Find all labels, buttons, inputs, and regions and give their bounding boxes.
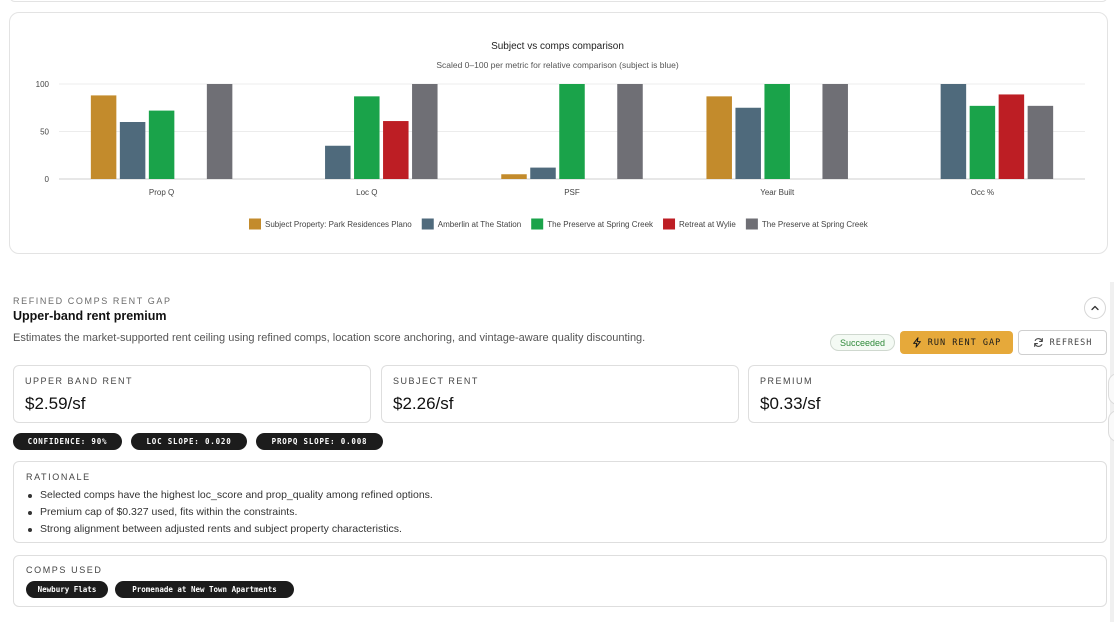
legend-swatch <box>745 218 758 230</box>
refresh-icon <box>1033 338 1043 347</box>
legend-swatch <box>421 218 434 230</box>
bar <box>1027 105 1054 179</box>
rationale-item: Strong alignment between adjusted rents … <box>27 521 433 538</box>
legend-swatch <box>663 218 676 230</box>
side-action-button[interactable] <box>1108 373 1114 405</box>
rationale-item: Premium cap of $0.327 used, fits within … <box>27 504 433 521</box>
bar <box>617 84 643 179</box>
bar <box>148 110 175 179</box>
metric-card-subject-rent: SUBJECT RENT $2.26/sf <box>381 365 739 423</box>
refresh-label: REFRESH <box>1049 337 1093 348</box>
bar <box>119 122 146 179</box>
status-badge: Succeeded <box>830 334 895 351</box>
comparison-chart: Subject vs comps comparison Scaled 0–100 … <box>36 41 1085 230</box>
x-tick-label: PSF <box>564 188 580 197</box>
bar <box>940 84 967 179</box>
bar <box>969 105 996 179</box>
metric-label: SUBJECT RENT <box>393 376 479 386</box>
rationale-item: Selected comps have the highest loc_scor… <box>27 487 433 504</box>
bar <box>998 94 1025 179</box>
y-tick-label: 100 <box>36 80 50 89</box>
legend-label: Retreat at Wylie <box>679 220 736 229</box>
bar <box>735 107 761 179</box>
metric-value: $0.33/sf <box>760 394 821 413</box>
run-rent-gap-button[interactable]: RUN RENT GAP <box>900 331 1013 354</box>
bar <box>412 84 438 179</box>
legend-label: The Preserve at Spring Creek <box>762 220 869 229</box>
bar <box>822 84 848 179</box>
y-tick-label: 50 <box>40 128 49 137</box>
section-eyebrow: REFINED COMPS RENT GAP <box>13 296 172 306</box>
x-tick-label: Year Built <box>760 188 795 197</box>
collapse-button[interactable] <box>1084 297 1106 319</box>
loc-slope-pill: LOC SLOPE: 0.020 <box>131 433 247 450</box>
rationale-card: RATIONALE Selected comps have the highes… <box>13 461 1107 543</box>
rationale-list: Selected comps have the highest loc_scor… <box>27 487 433 538</box>
metric-label: PREMIUM <box>760 376 813 386</box>
bar <box>325 145 351 179</box>
refresh-button[interactable]: REFRESH <box>1018 330 1107 355</box>
bar <box>90 95 117 179</box>
comparison-chart-card: Subject vs comps comparison Scaled 0–100 … <box>9 12 1108 254</box>
metric-value: $2.26/sf <box>393 394 454 413</box>
legend-swatch <box>531 218 544 230</box>
chevron-up-icon <box>1091 305 1099 311</box>
bar <box>501 174 527 179</box>
bar <box>354 96 380 179</box>
chart-subtitle: Scaled 0–100 per metric for relative com… <box>436 60 679 70</box>
legend-label: The Preserve at Spring Creek <box>547 220 654 229</box>
section-description: Estimates the market-supported rent ceil… <box>13 332 646 344</box>
y-tick-label: 0 <box>45 175 50 184</box>
bar <box>559 84 585 179</box>
section-title: Upper-band rent premium <box>13 309 167 323</box>
legend-label: Amberlin at The Station <box>438 220 521 229</box>
legend-label: Subject Property: Park Residences Plano <box>265 220 412 229</box>
chart-title: Subject vs comps comparison <box>491 41 624 52</box>
metric-card-upper-band-rent: UPPER BAND RENT $2.59/sf <box>13 365 371 423</box>
metric-label: UPPER BAND RENT <box>25 376 134 386</box>
metric-value: $2.59/sf <box>25 394 86 413</box>
x-tick-label: Prop Q <box>149 188 174 197</box>
bar <box>206 84 233 179</box>
scrollbar-track[interactable] <box>1110 282 1114 622</box>
x-tick-label: Loc Q <box>356 188 377 197</box>
metric-card-premium: PREMIUM $0.33/sf <box>748 365 1107 423</box>
propq-slope-pill: PROPQ SLOPE: 0.008 <box>256 433 383 450</box>
bar <box>383 121 409 179</box>
bar <box>764 84 790 179</box>
side-action-button[interactable] <box>1108 410 1114 442</box>
comp-chip-newbury-flats[interactable]: Newbury Flats <box>26 581 108 598</box>
comps-used-label: COMPS USED <box>26 565 103 575</box>
confidence-pill: CONFIDENCE: 90% <box>13 433 122 450</box>
lightning-icon <box>912 337 921 348</box>
legend-swatch <box>249 218 261 230</box>
run-rent-gap-label: RUN RENT GAP <box>927 337 1002 348</box>
bar <box>706 96 732 179</box>
bar <box>530 167 556 179</box>
rationale-label: RATIONALE <box>26 472 91 482</box>
previous-card-edge <box>9 0 1108 2</box>
comp-chip-promenade[interactable]: Promenade at New Town Apartments <box>115 581 294 598</box>
x-tick-label: Occ % <box>971 188 995 197</box>
